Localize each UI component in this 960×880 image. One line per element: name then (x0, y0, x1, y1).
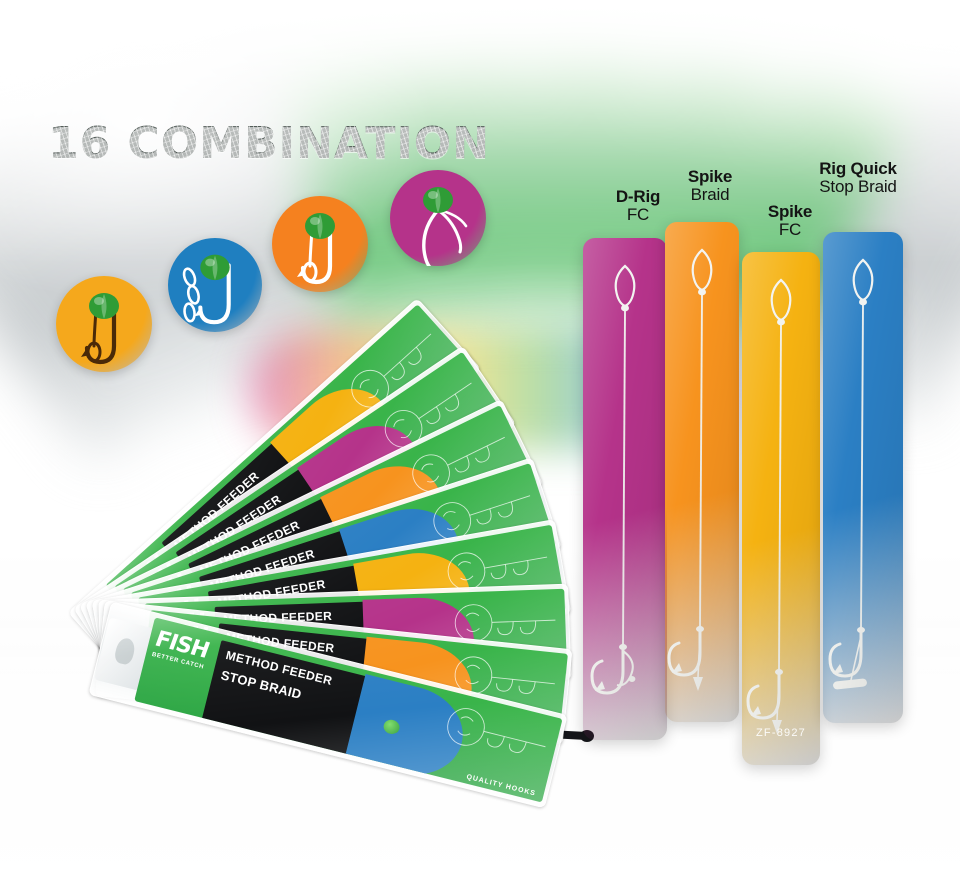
package-rig-art (433, 495, 531, 540)
hooks-and-baitbands-icon (182, 254, 231, 325)
strip-rig-quick-stop-braid-rig-art (828, 258, 874, 690)
page-title: 16 COMBINATION (48, 118, 491, 169)
strip-spike-fc-label: Spike FC (738, 202, 842, 240)
strip-spike-fc-sheen (742, 252, 820, 765)
hook-and-needle-icon (81, 293, 119, 365)
strip-rig-quick-stop-braid-label: Rig Quick Stop Braid (805, 159, 911, 197)
rig-loop-icon (422, 187, 468, 266)
strip-spike-fc-rig-art (746, 278, 792, 734)
product-card: FISH BETTER CATCH METHOD FEEDER STOP BRA… (134, 617, 563, 803)
strip-spike-fc-label-line1: Spike (767, 202, 813, 221)
package-fan: FISH BETTER CATCH METHOD FEEDER SPIKE FC (0, 297, 620, 860)
strip-spike-braid-rig-art (667, 248, 713, 691)
strip-spike-braid-label: Spike Braid (660, 167, 760, 205)
strip-rig-quick-stop-braid[interactable] (823, 232, 903, 723)
badge-magenta[interactable] (390, 170, 486, 266)
strip-spike-braid-sheen (665, 222, 739, 722)
strip-spike-fc-product-code: ZF-8927 (756, 727, 806, 739)
strip-d-rig-fc-label-line2: FC (626, 205, 650, 225)
strip-d-rig-fc-label: D-Rig FC (583, 187, 693, 225)
strip-d-rig-fc-rig-art (590, 264, 636, 695)
badge-amber[interactable] (56, 276, 152, 372)
bead-icon (382, 718, 402, 736)
strip-rig-quick-stop-braid-label-line2: Stop Braid (819, 177, 897, 197)
badge-orange[interactable] (272, 196, 368, 292)
strip-d-rig-fc-sheen (583, 238, 667, 740)
strip-rig-quick-stop-braid-sheen (823, 232, 903, 723)
strip-spike-fc-label-line2: FC (778, 220, 802, 240)
strip-spike-braid[interactable] (665, 222, 739, 722)
strip-spike-braid-label-line1: Spike (687, 167, 733, 186)
badge-blue[interactable] (168, 238, 262, 332)
strip-spike-fc[interactable]: ZF-8927 (742, 252, 820, 765)
strip-d-rig-fc[interactable] (583, 238, 667, 740)
strip-d-rig-fc-label-line1: D-Rig (615, 187, 661, 206)
pack-stop-braid[interactable]: FISH BETTER CATCH METHOD FEEDER STOP BRA… (85, 457, 562, 694)
product-card: FISH BETTER CATCH METHOD FEEDER STOP BRA… (130, 463, 557, 675)
page-title-text: 16 COMBINATION (48, 118, 491, 169)
strip-rig-quick-stop-braid-label-line1: Rig Quick (819, 159, 897, 178)
strip-spike-braid-label-line2: Braid (690, 185, 730, 205)
pack-stop-braid-2[interactable]: FISH BETTER CATCH METHOD FEEDER STOP BRA… (88, 601, 568, 809)
package-rig-art (447, 708, 546, 753)
hook-and-needle-icon (297, 213, 335, 285)
